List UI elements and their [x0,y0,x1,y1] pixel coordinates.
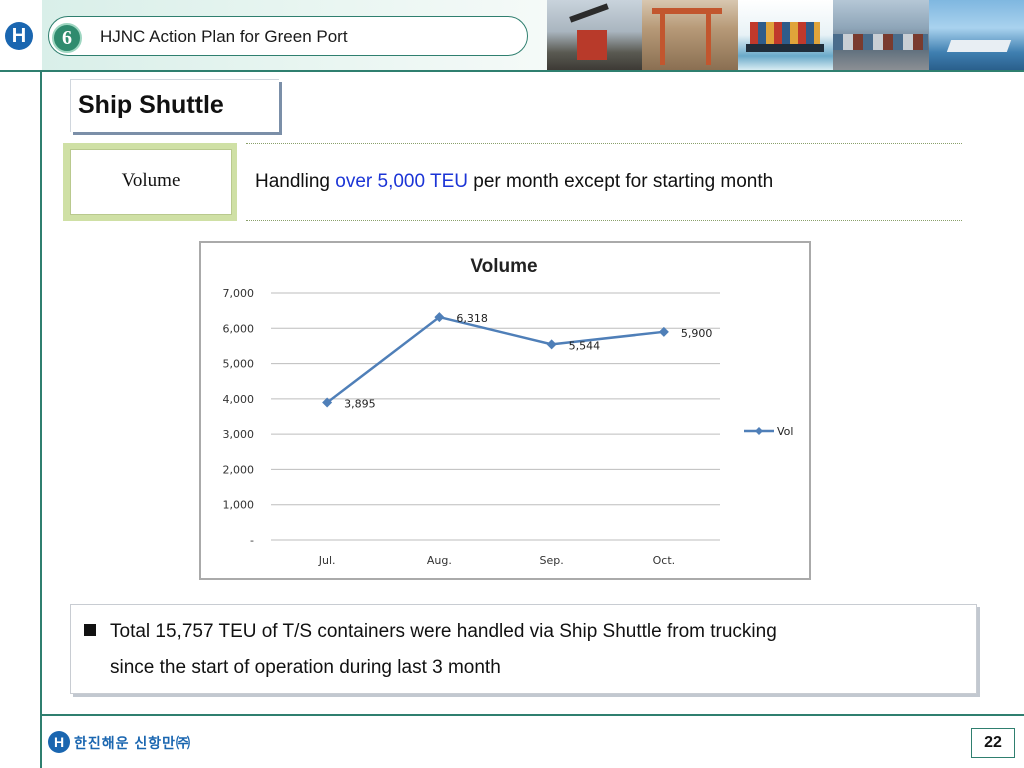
data-label: 5,544 [569,339,601,352]
dotted-divider-bottom [246,220,962,221]
data-label: 3,895 [344,398,376,411]
note-box [70,604,977,694]
legend-marker [755,427,763,435]
header-title: HJNC Action Plan for Green Port [100,27,348,46]
volume-label-inner [70,149,232,215]
left-margin-rule [40,70,42,768]
y-tick-label: - [250,534,254,547]
legend-label: Vol [777,425,793,438]
header-photo-strip [547,0,1024,70]
section-title-box [70,79,279,132]
note-line-2: since the start of operation during last… [110,657,501,678]
y-tick-label: 5,000 [223,358,255,371]
x-tick-label: Jul. [318,554,336,567]
footer-divider [40,714,1024,716]
y-tick-label: 6,000 [223,322,255,335]
x-tick-label: Oct. [653,554,676,567]
chart-title: Volume [470,256,537,277]
port-crane-photo [547,0,643,70]
header-divider [0,70,1024,72]
headline-post: per month except for starting month [468,171,774,192]
headline-pre: Handling [255,171,336,192]
page-number: 22 [984,734,1002,751]
page-number-box [971,728,1015,758]
gantry-crane-photo [642,0,738,70]
square-bullet-icon [84,624,96,636]
y-tick-label: 7,000 [223,287,255,300]
container-ship-photo [737,0,834,70]
note-line-1-text: Total 15,757 TEU of T/S containers were … [110,621,777,642]
volume-headline: Handling over 5,000 TEU per month except… [255,171,773,193]
y-tick-label: 3,000 [223,428,255,441]
dotted-divider-top [246,143,962,144]
container-yard-photo [833,0,929,70]
x-tick-label: Sep. [540,554,564,567]
data-label: 6,318 [456,312,488,325]
y-tick-label: 4,000 [223,393,255,406]
y-tick-label: 1,000 [223,499,255,512]
footer-logo-icon: H [48,731,70,753]
footer-company-name: 한진해운 신항만㈜ [74,735,192,751]
section-number-badge: 6 [52,23,82,53]
header-title-pill [48,16,528,56]
data-point [322,397,333,408]
headline-highlight: over 5,000 TEU [335,171,469,192]
data-point [434,312,445,323]
company-logo-icon: H [5,22,33,50]
note-line-1: Total 15,757 TEU of T/S containers were … [84,621,777,643]
y-tick-label: 2,000 [223,463,255,476]
data-label: 5,900 [681,327,713,340]
series-line [326,315,665,404]
data-point [546,339,557,350]
x-tick-label: Aug. [427,554,452,567]
data-point [658,326,669,337]
volume-label: Volume [121,170,181,191]
volume-chart: Volume - 1,000 2,000 3,000 4,000 5,000 6,000 7,0… [223,256,794,567]
section-title: Ship Shuttle [78,91,224,119]
chart-frame [199,241,811,580]
harbor-ship-photo [928,0,1024,70]
